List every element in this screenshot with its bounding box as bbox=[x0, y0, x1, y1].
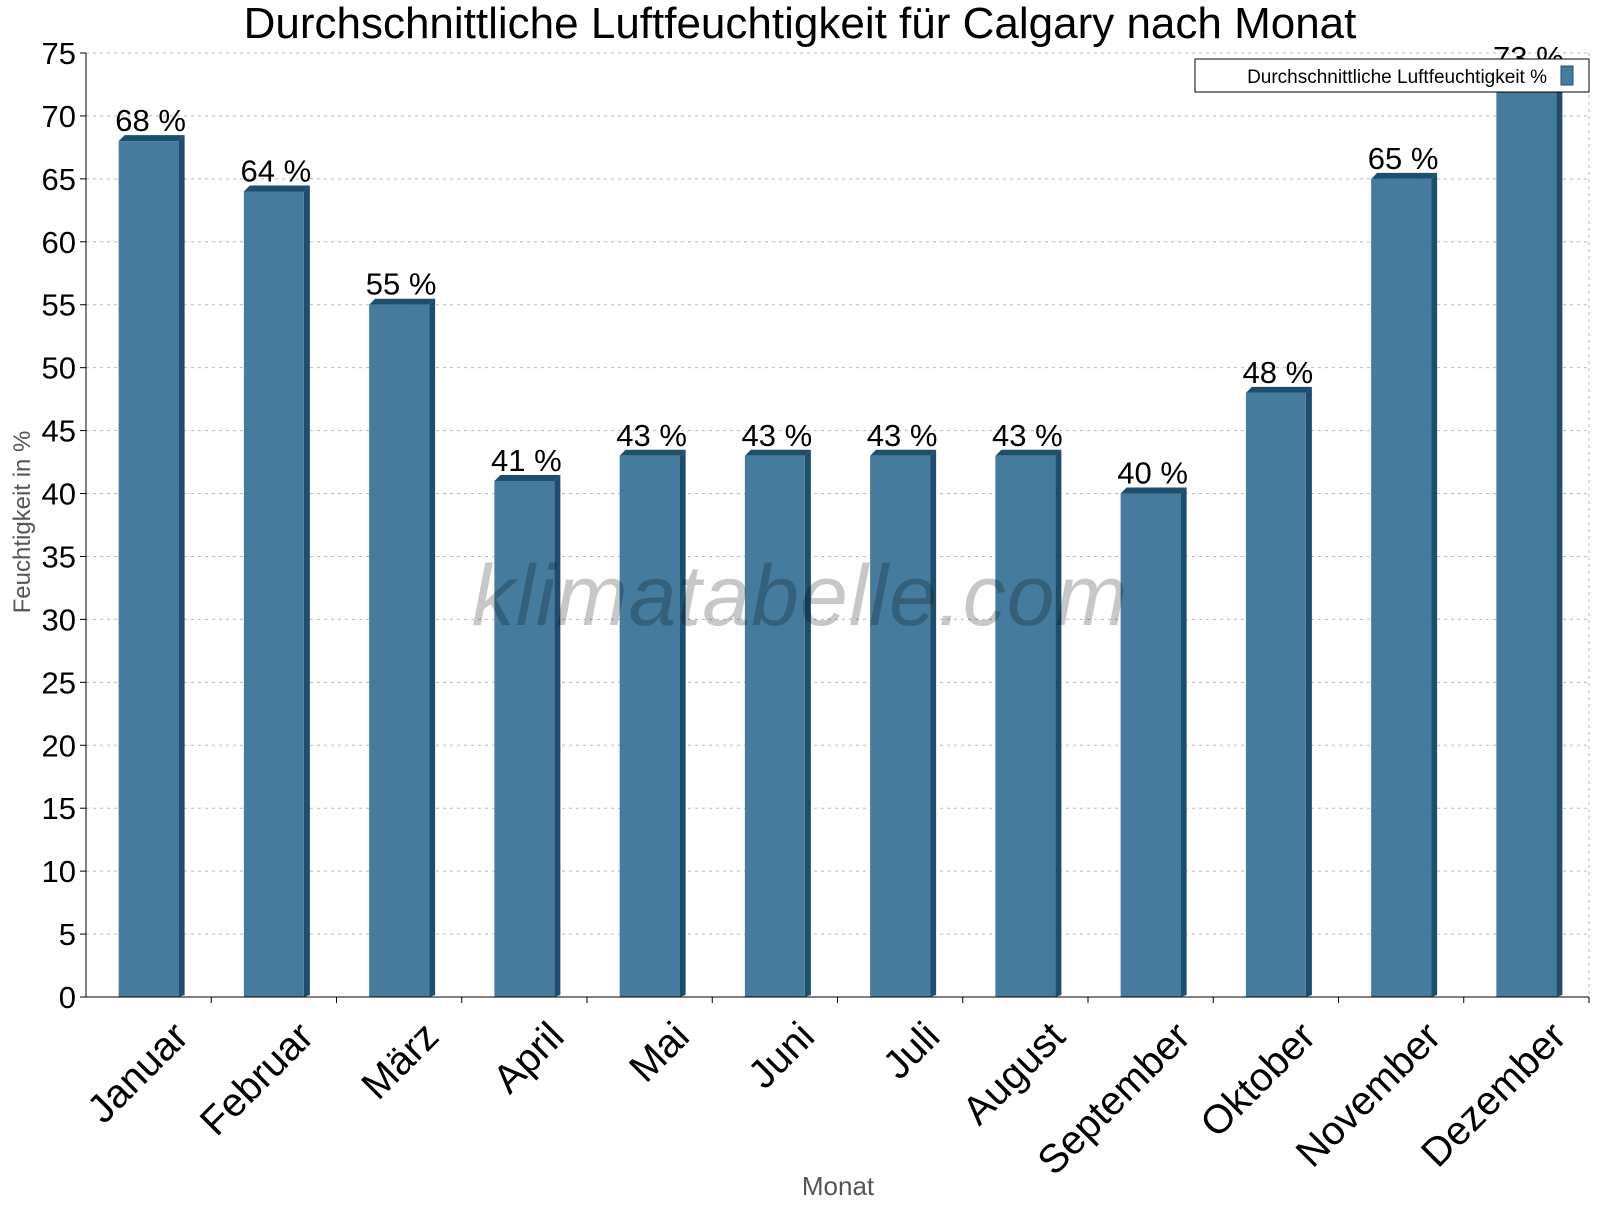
bar-top bbox=[369, 298, 436, 305]
legend-swatch bbox=[1560, 65, 1574, 86]
bar-top bbox=[1120, 487, 1187, 494]
y-tick-label: 0 bbox=[59, 980, 76, 1015]
bar-front bbox=[1245, 392, 1306, 998]
bar bbox=[1496, 72, 1563, 997]
data-label: 48 % bbox=[1243, 355, 1314, 390]
x-tick-label: Februar bbox=[192, 1014, 322, 1144]
bar bbox=[494, 474, 561, 997]
bar-front bbox=[619, 455, 680, 998]
bar-top bbox=[1245, 386, 1312, 393]
bar-top bbox=[995, 449, 1062, 456]
bar bbox=[1245, 386, 1312, 998]
bar bbox=[243, 185, 310, 997]
data-label: 41 % bbox=[491, 443, 562, 478]
y-tick-label: 35 bbox=[42, 539, 76, 574]
bar bbox=[995, 449, 1062, 998]
bar-front bbox=[744, 455, 805, 998]
bar bbox=[369, 298, 436, 997]
bar-front bbox=[369, 304, 430, 997]
data-label: 68 % bbox=[115, 103, 186, 138]
bar-side bbox=[1055, 449, 1062, 998]
bar-front bbox=[1371, 178, 1432, 997]
bar-side bbox=[303, 185, 310, 997]
data-label: 43 % bbox=[992, 418, 1063, 453]
watermark: klimatabelle.com bbox=[472, 548, 1128, 644]
y-tick-label: 30 bbox=[42, 602, 76, 637]
data-label: 55 % bbox=[366, 267, 437, 302]
x-tick-label: April bbox=[485, 1014, 573, 1102]
y-tick-label: 55 bbox=[42, 288, 76, 323]
y-tick-label: 45 bbox=[42, 414, 76, 449]
y-tick-label: 60 bbox=[42, 225, 76, 260]
bar-side bbox=[1556, 72, 1563, 997]
data-labels: 68 % 64 % 55 % 41 % 43 % 43 % 43 % 43 % 40 % 48 %… bbox=[115, 40, 1563, 490]
y-axis-title: Feuchtigkeit in % bbox=[9, 431, 36, 614]
bar bbox=[619, 449, 686, 998]
bar-side bbox=[1305, 386, 1312, 998]
bar-front bbox=[1496, 78, 1557, 997]
bar bbox=[1371, 172, 1438, 997]
data-label: 43 % bbox=[867, 418, 938, 453]
chart-title: Durchschnittliche Luftfeuchtigkeit für C… bbox=[244, 0, 1357, 48]
bar-top bbox=[619, 449, 686, 456]
bar-front bbox=[870, 455, 931, 998]
data-label: 64 % bbox=[241, 153, 312, 188]
bar bbox=[118, 135, 185, 997]
y-tick-label: 40 bbox=[42, 477, 76, 512]
bar-side bbox=[1180, 487, 1187, 997]
y-tick-label: 25 bbox=[42, 665, 76, 700]
bar bbox=[744, 449, 811, 998]
x-tick-label: Juni bbox=[740, 1014, 823, 1097]
bar-side bbox=[1431, 172, 1438, 997]
y-tick-label: 50 bbox=[42, 351, 76, 386]
bar-front bbox=[118, 141, 179, 997]
y-tick-label: 20 bbox=[42, 728, 76, 763]
bar-front bbox=[494, 480, 555, 997]
x-tick-label: März bbox=[353, 1014, 447, 1108]
y-tick-label: 10 bbox=[42, 854, 76, 889]
bar-front bbox=[243, 191, 304, 997]
data-label: 40 % bbox=[1117, 456, 1188, 491]
bar-side bbox=[178, 135, 185, 997]
x-tick-label: Januar bbox=[79, 1014, 197, 1132]
data-label: 65 % bbox=[1368, 141, 1439, 176]
bar-side bbox=[554, 474, 561, 997]
x-axis-title: Monat bbox=[802, 1171, 875, 1200]
x-tick-label: August bbox=[954, 1014, 1073, 1133]
legend-label: Durchschnittliche Luftfeuchtigkeit % bbox=[1247, 67, 1547, 88]
y-tick-label: 65 bbox=[42, 162, 76, 197]
grid-layer bbox=[86, 52, 1590, 997]
data-label: 43 % bbox=[616, 418, 687, 453]
axes-layer bbox=[85, 53, 1589, 998]
bar-side bbox=[804, 449, 811, 998]
y-ticks: 0 5 10 15 20 25 30 35 40 45 50 55 60 65 70 75 bbox=[42, 36, 86, 1015]
bar-front bbox=[1120, 493, 1181, 997]
bar-side bbox=[679, 449, 686, 998]
bar-side bbox=[429, 298, 436, 997]
y-tick-label: 70 bbox=[42, 99, 76, 134]
bar-top bbox=[870, 449, 937, 456]
y-tick-label: 15 bbox=[42, 791, 76, 826]
bar-top bbox=[243, 185, 310, 192]
bar-top bbox=[744, 449, 811, 456]
bars-layer bbox=[118, 72, 1563, 998]
x-tick-label: Juli bbox=[875, 1014, 949, 1088]
bar-side bbox=[930, 449, 937, 998]
y-tick-label: 5 bbox=[59, 917, 76, 952]
legend: Durchschnittliche Luftfeuchtigkeit % bbox=[1194, 58, 1590, 93]
x-tick-label: Mai bbox=[621, 1014, 698, 1091]
bar bbox=[870, 449, 937, 998]
x-tick-label: Oktober bbox=[1192, 1014, 1324, 1146]
bar-front bbox=[995, 455, 1056, 998]
bar-top bbox=[494, 474, 561, 481]
bar-top bbox=[118, 135, 185, 142]
bar-top bbox=[1371, 172, 1438, 179]
y-tick-label: 75 bbox=[42, 36, 76, 71]
legend-box bbox=[1194, 58, 1590, 93]
data-label: 43 % bbox=[742, 418, 813, 453]
bar bbox=[1120, 487, 1187, 997]
